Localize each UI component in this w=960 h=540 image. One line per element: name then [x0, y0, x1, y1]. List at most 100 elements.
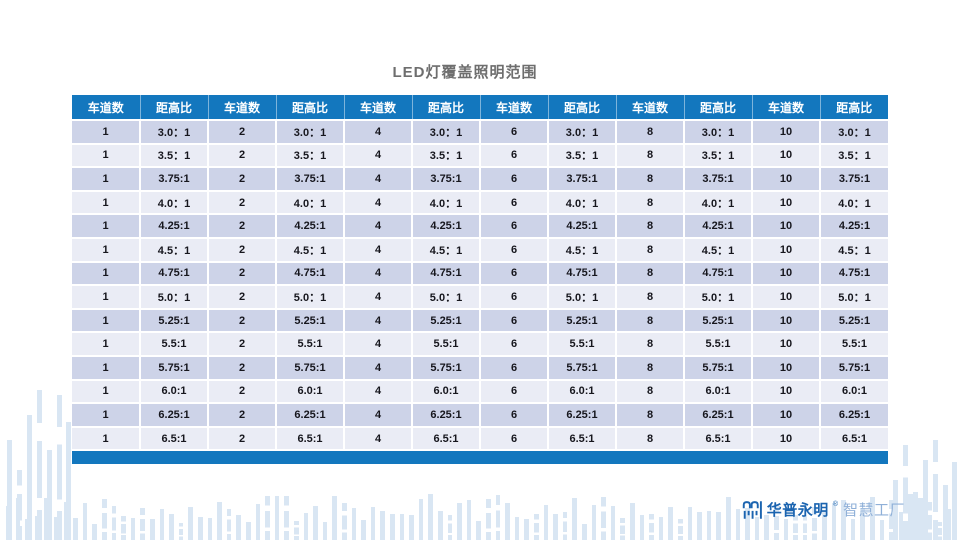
table-body: 1 3.0：1 2 3.0：1 4 3.0：1 6 3.0：1 8 3.0：1 10 3.0：1 1 3.…	[72, 119, 888, 451]
ratio-cell: 5.25:1	[140, 307, 209, 333]
decorative-bar	[332, 495, 337, 540]
ratio-cell: 4.25:1	[684, 213, 753, 238]
ratio-cell: 6.0:1	[276, 378, 345, 404]
lane-count-cell: 6	[480, 425, 549, 451]
ratio-cell: 3.5：1	[276, 142, 345, 168]
decorative-bar	[946, 508, 952, 540]
ratio-cell: 5.0：1	[412, 284, 481, 309]
decorative-bar	[908, 494, 913, 540]
lane-count-cell: 4	[344, 331, 413, 356]
decorative-bar	[57, 395, 62, 540]
column-header-lanes: 车道数	[616, 95, 685, 120]
decorative-bar	[697, 512, 702, 540]
lane-count-cell: 8	[616, 425, 685, 451]
table-row: 1 4.75:1 2 4.75:1 4 4.75:1 6 4.75:1 8 4.75:1 10 4.7…	[72, 260, 888, 286]
lane-count-cell: 2	[208, 142, 277, 168]
lane-count-cell: 1	[72, 354, 141, 380]
ratio-cell: 3.75:1	[276, 166, 345, 191]
lane-count-cell: 6	[480, 260, 549, 286]
decorative-bar	[428, 494, 433, 540]
decorative-bar	[47, 450, 52, 540]
decorative-bar	[620, 518, 625, 540]
lane-count-cell: 4	[344, 166, 413, 191]
decorative-bar	[943, 485, 948, 540]
decorative-bar	[658, 517, 664, 540]
ratio-cell: 5.5:1	[276, 331, 345, 356]
decorative-bar	[102, 498, 107, 540]
lane-count-cell: 8	[616, 213, 685, 238]
lane-count-cell: 1	[72, 142, 141, 168]
decorative-bar	[37, 390, 42, 540]
decorative-bar	[438, 511, 443, 540]
decorative-bar	[178, 522, 184, 540]
decorative-bar	[246, 521, 251, 540]
table-row: 1 4.0：1 2 4.0：1 4 4.0：1 6 4.0：1 8 4.0：1 10 4.0：1	[72, 189, 888, 215]
lane-count-cell: 8	[616, 166, 685, 191]
ratio-cell: 5.75:1	[140, 354, 209, 380]
ratio-cell: 5.5:1	[684, 331, 753, 356]
lane-count-cell: 6	[480, 213, 549, 238]
decorative-bar	[543, 505, 549, 540]
lane-count-cell: 1	[72, 213, 141, 238]
decorative-bar	[505, 502, 510, 540]
lane-count-cell: 8	[616, 354, 685, 380]
decorative-bar	[572, 498, 577, 540]
decorative-bar	[370, 507, 376, 540]
decorative-bar	[735, 509, 741, 540]
ratio-cell: 4.75:1	[684, 260, 753, 286]
lane-count-cell: 8	[616, 284, 685, 309]
lane-count-cell: 1	[72, 378, 141, 404]
lane-count-cell: 10	[752, 119, 821, 144]
decorative-bar	[668, 506, 673, 540]
ratio-cell: 5.25:1	[684, 307, 753, 333]
ratio-cell: 5.25:1	[548, 307, 617, 333]
table-row: 1 5.25:1 2 5.25:1 4 5.25:1 6 5.25:1 8 5.25:1 10 5.2…	[72, 307, 888, 333]
column-header-lanes: 车道数	[72, 95, 141, 120]
table-row: 1 5.0：1 2 5.0：1 4 5.0：1 6 5.0：1 8 5.0：1 10 5.0：1	[72, 284, 888, 309]
table-row: 1 4.5：1 2 4.5：1 4 4.5：1 6 4.5：1 8 4.5：1 10 4.5：1	[72, 236, 888, 262]
lane-count-cell: 1	[72, 425, 141, 451]
lane-count-cell: 8	[616, 378, 685, 404]
lane-count-cell: 2	[208, 284, 277, 309]
lane-count-cell: 8	[616, 331, 685, 356]
column-header-ratio: 距高比	[820, 95, 888, 120]
ratio-cell: 5.75:1	[276, 354, 345, 380]
table-header-row: 车道数 距高比 车道数 距高比 车道数 距高比 车道数 距高比 车道数 距高比 车道数 距高比	[72, 95, 888, 120]
decorative-bar	[265, 496, 270, 540]
decorative-bar	[7, 440, 12, 540]
ratio-cell: 3.75:1	[820, 166, 888, 191]
lane-count-cell: 10	[752, 402, 821, 427]
lane-count-cell: 1	[72, 331, 141, 356]
ratio-cell: 6.5:1	[684, 425, 753, 451]
lane-count-cell: 4	[344, 307, 413, 333]
decorative-bar	[726, 497, 731, 540]
page-title: LED灯覆盖照明范围	[392, 64, 538, 81]
lane-count-cell: 6	[480, 189, 549, 215]
ratio-cell: 5.75:1	[684, 354, 753, 380]
decorative-bar	[937, 521, 942, 540]
table-footer-bar	[72, 449, 888, 465]
decorative-bar	[466, 500, 472, 540]
lane-count-cell: 4	[344, 260, 413, 286]
ratio-cell: 3.5：1	[820, 142, 888, 168]
ratio-cell: 4.25:1	[140, 213, 209, 238]
ratio-cell: 4.5：1	[140, 236, 209, 262]
lane-count-cell: 8	[616, 307, 685, 333]
lane-count-cell: 1	[72, 260, 141, 286]
decorative-bar	[313, 505, 318, 540]
ratio-cell: 3.0：1	[140, 119, 209, 144]
ratio-cell: 5.5:1	[820, 331, 888, 356]
lane-count-cell: 4	[344, 213, 413, 238]
lane-count-cell: 2	[208, 331, 277, 356]
lane-count-cell: 6	[480, 307, 549, 333]
lane-count-cell: 10	[752, 307, 821, 333]
lane-count-cell: 8	[616, 119, 685, 144]
decorative-bar	[27, 415, 32, 540]
ratio-cell: 5.25:1	[276, 307, 345, 333]
decorative-bar	[130, 518, 136, 540]
decorative-bar	[716, 512, 721, 540]
ratio-cell: 3.0：1	[548, 119, 617, 144]
table-row: 1 5.5:1 2 5.5:1 4 5.5:1 6 5.5:1 8 5.5:1 10 5.5:1	[72, 331, 888, 356]
decorative-bar	[380, 510, 385, 540]
ratio-cell: 5.5:1	[140, 331, 209, 356]
